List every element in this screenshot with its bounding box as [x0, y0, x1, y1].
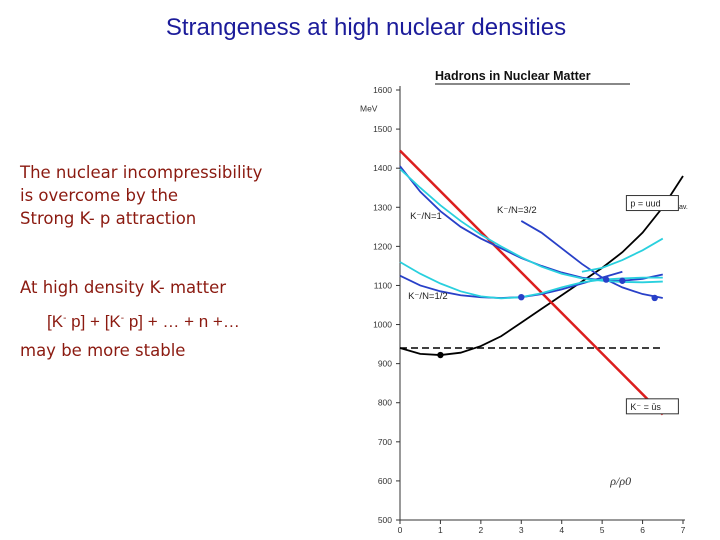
y-tick-label: 1000 — [373, 320, 392, 330]
y-tick-label: 900 — [378, 359, 392, 369]
legend-box-kaon — [625, 398, 679, 415]
data-marker — [619, 277, 626, 284]
y-axis-label: MeV — [360, 104, 378, 114]
legend-box-proton-label: p = uud — [630, 199, 660, 209]
x-tick-label: 5 — [600, 525, 605, 535]
bullet-line: is overcome by the — [20, 186, 179, 205]
y-tick-label: 1100 — [374, 280, 393, 290]
formula-p1: p] + — [66, 312, 105, 331]
bullet-stable: may be more stable — [20, 341, 186, 360]
data-marker — [602, 276, 610, 283]
slide-title: Strangeness at high nuclear densities — [165, 14, 567, 41]
legend-box-proton — [625, 195, 679, 212]
y-tick-label: 1300 — [373, 202, 392, 212]
formula: [K- p] + [K- p] + … + n +… — [47, 312, 240, 332]
y-tick-label: 1600 — [373, 85, 392, 95]
y-tick-label: 1400 — [373, 163, 392, 173]
data-marker — [518, 293, 525, 301]
chart-title: Hadrons in Nuclear Matter — [435, 69, 591, 83]
bullet-k-matter: At high density K- matter — [20, 278, 227, 297]
series-line — [581, 237, 664, 273]
series-line — [399, 261, 663, 300]
x-tick-label: 7 — [681, 525, 686, 535]
formula-minus1: - — [63, 313, 67, 324]
annotation-kn-1-2: K⁻/N=1/2 — [408, 291, 448, 302]
x-tick-label: 6 — [640, 525, 645, 535]
x-axis-label: ρ/ρ0 — [609, 474, 631, 488]
x-tick-label: 4 — [559, 525, 564, 535]
x-tick-label: 3 — [519, 525, 524, 535]
series-line — [399, 165, 663, 282]
series-line — [520, 220, 663, 299]
series-line — [399, 175, 684, 356]
annotation-kn-1: K⁻/N=1 — [410, 211, 442, 222]
series-line — [399, 149, 664, 416]
formula-minus2: - — [120, 313, 125, 324]
data-marker — [437, 351, 444, 359]
y-tick-label: 700 — [378, 437, 392, 447]
series-line — [399, 168, 663, 284]
annotation-av: av. — [679, 204, 688, 211]
y-tick-label: 1500 — [373, 124, 392, 134]
bullet-incompressibility: The nuclear incompressibility is overcom… — [20, 161, 262, 230]
x-tick-label: 0 — [398, 525, 403, 535]
formula-tail: p] + … + n +… — [124, 312, 240, 331]
annotation-kn-3-2: K⁻/N=3/2 — [497, 205, 537, 216]
y-tick-label: 1200 — [373, 241, 392, 251]
y-tick-label: 500 — [378, 515, 392, 525]
y-tick-label: 600 — [378, 476, 392, 486]
formula-k2: [K — [104, 312, 121, 331]
formula-k1: [K — [47, 312, 64, 331]
bullet-line: The nuclear incompressibility — [20, 163, 263, 182]
y-tick-label: 800 — [378, 398, 392, 408]
x-tick-label: 1 — [438, 525, 443, 535]
legend-box-kaon-label: K⁻ = ūs — [630, 402, 661, 412]
bullet-line: Strong K- p attraction — [20, 209, 197, 228]
x-tick-label: 2 — [478, 525, 483, 535]
data-marker — [651, 294, 658, 302]
hadron-mass-chart: Hadrons in Nuclear Matter 500 600 700 800 900… — [360, 69, 688, 535]
